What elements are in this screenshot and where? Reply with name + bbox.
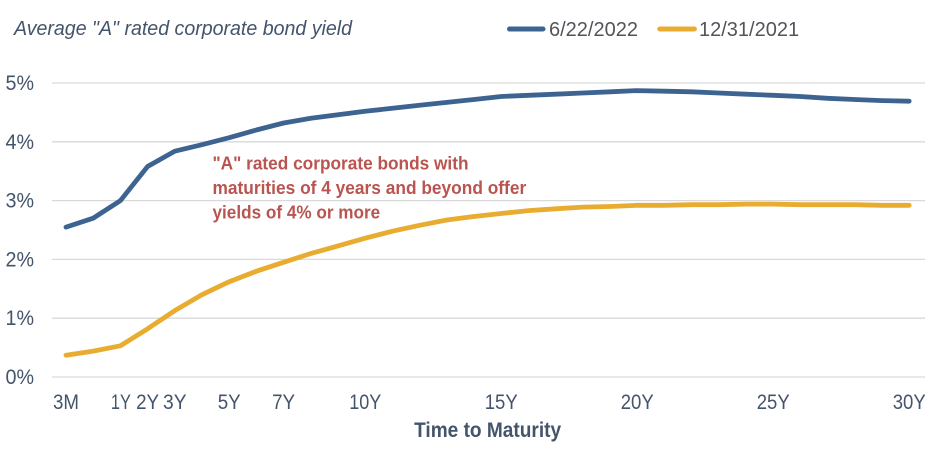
svg-text:4%: 4% <box>6 130 35 154</box>
svg-text:3M: 3M <box>53 390 79 414</box>
svg-text:"A" rated corporate bonds with: "A" rated corporate bonds with <box>213 153 469 174</box>
svg-text:3%: 3% <box>6 189 35 213</box>
svg-text:7Y: 7Y <box>272 390 295 414</box>
svg-text:Time to Maturity: Time to Maturity <box>414 419 561 442</box>
svg-text:10Y: 10Y <box>349 390 381 414</box>
svg-text:1Y: 1Y <box>111 390 131 414</box>
svg-text:2Y: 2Y <box>136 390 159 414</box>
svg-text:6/22/2022: 6/22/2022 <box>549 19 638 41</box>
svg-text:5%: 5% <box>6 71 35 95</box>
svg-text:15Y: 15Y <box>485 390 518 414</box>
svg-text:30Y: 30Y <box>893 390 926 414</box>
svg-text:12/31/2021: 12/31/2021 <box>699 19 799 41</box>
svg-text:Average "A" rated corporate bo: Average "A" rated corporate bond yield <box>13 18 353 40</box>
svg-text:2%: 2% <box>6 247 35 271</box>
svg-text:yields of 4% or more: yields of 4% or more <box>213 202 381 223</box>
svg-text:maturities of 4 years and beyo: maturities of 4 years and beyond offer <box>213 177 527 198</box>
svg-text:5Y: 5Y <box>218 390 241 414</box>
svg-text:0%: 0% <box>6 365 35 389</box>
svg-text:3Y: 3Y <box>163 390 187 414</box>
svg-text:25Y: 25Y <box>757 390 790 414</box>
svg-text:20Y: 20Y <box>621 390 654 414</box>
svg-text:1%: 1% <box>6 306 35 330</box>
